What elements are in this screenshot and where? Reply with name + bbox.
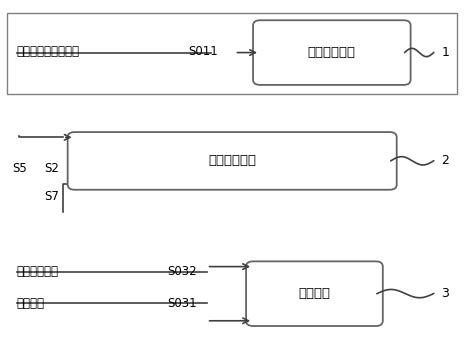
Text: 2: 2 <box>441 154 449 167</box>
Text: S032: S032 <box>167 265 197 278</box>
FancyBboxPatch shape <box>246 261 383 326</box>
FancyBboxPatch shape <box>253 20 410 85</box>
Text: 1: 1 <box>441 46 449 59</box>
Text: 取样检测单元: 取样检测单元 <box>308 46 356 59</box>
Text: 空间模型: 空间模型 <box>17 297 45 310</box>
FancyBboxPatch shape <box>68 132 397 190</box>
Text: S031: S031 <box>167 297 197 310</box>
Text: S2: S2 <box>45 162 60 175</box>
Text: 显示单元: 显示单元 <box>298 287 331 300</box>
Text: 3: 3 <box>441 287 449 300</box>
Text: S7: S7 <box>45 190 60 203</box>
Text: S011: S011 <box>188 45 218 58</box>
Text: 矿物质及污染物浓度: 矿物质及污染物浓度 <box>17 45 80 58</box>
Text: 污染预警区域: 污染预警区域 <box>17 265 59 278</box>
Text: S5: S5 <box>12 162 27 175</box>
Text: 分析预警单元: 分析预警单元 <box>208 154 256 168</box>
